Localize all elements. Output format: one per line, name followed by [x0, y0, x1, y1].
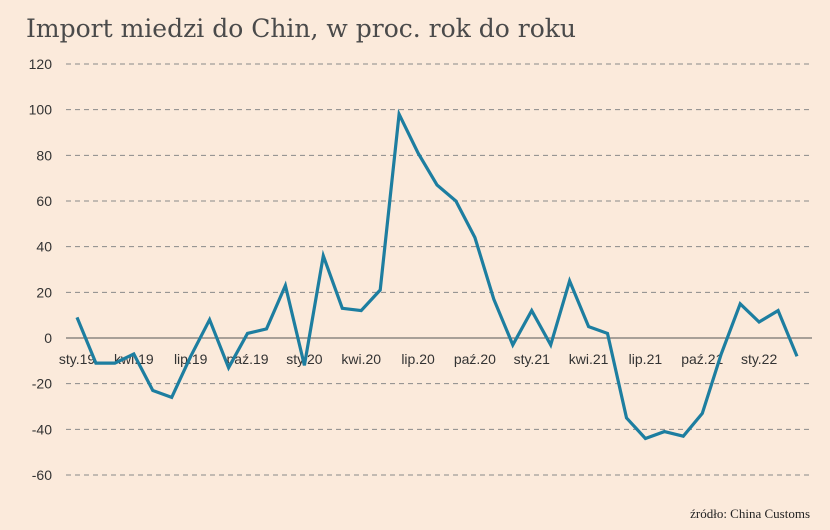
data-point	[511, 343, 515, 347]
x-tick-label: sty.21	[514, 351, 551, 367]
data-point	[681, 434, 685, 438]
data-point	[700, 411, 704, 415]
data-point	[359, 309, 363, 313]
grid-lines	[66, 63, 812, 476]
data-point	[189, 354, 193, 358]
data-point	[378, 288, 382, 292]
x-tick-label: paź.21	[681, 351, 723, 367]
x-tick-label: kwi.19	[114, 351, 154, 367]
data-point	[568, 279, 572, 283]
data-point	[132, 352, 136, 356]
y-tick-label: 120	[29, 56, 53, 72]
x-tick-label: kwi.20	[341, 351, 381, 367]
data-point	[264, 327, 268, 331]
data-point	[738, 302, 742, 306]
chart-title: Import miedzi do Chin, w proc. rok do ro…	[26, 14, 577, 43]
y-tick-label: 20	[36, 284, 52, 300]
x-tick-label: lip.20	[401, 351, 435, 367]
x-tick-label: sty.19	[59, 351, 96, 367]
data-point	[416, 151, 420, 155]
y-tick-label: 40	[36, 239, 52, 255]
y-tick-label: 0	[44, 330, 52, 346]
y-axis-ticks: -60 -40 -20 0 20 40 60 80 100 120	[29, 56, 53, 483]
data-point	[435, 183, 439, 187]
data-point	[397, 112, 401, 116]
data-point	[530, 309, 534, 313]
x-tick-label: kwi.21	[569, 351, 609, 367]
data-point	[776, 309, 780, 313]
data-point	[606, 331, 610, 335]
data-point	[340, 306, 344, 310]
data-point	[208, 318, 212, 322]
series-line	[75, 108, 799, 441]
y-tick-label: -60	[32, 467, 52, 483]
series-layer	[75, 108, 799, 441]
data-point	[795, 354, 799, 358]
data-point	[227, 366, 231, 370]
source-note: źródło: China Customs	[690, 506, 810, 521]
data-point	[170, 395, 174, 399]
data-point	[321, 254, 325, 258]
data-point	[624, 416, 628, 420]
x-tick-label: lip.21	[629, 351, 663, 367]
data-point	[151, 389, 155, 393]
data-point	[757, 320, 761, 324]
data-point	[454, 199, 458, 203]
data-point	[75, 315, 79, 319]
data-point	[719, 352, 723, 356]
y-tick-label: -40	[32, 421, 52, 437]
data-point	[246, 331, 250, 335]
y-tick-label: 100	[29, 102, 53, 118]
data-point	[94, 361, 98, 365]
data-point	[549, 343, 553, 347]
data-point	[492, 297, 496, 301]
y-tick-label: 80	[36, 147, 52, 163]
x-tick-label: sty.22	[741, 351, 778, 367]
data-point	[473, 236, 477, 240]
x-axis-ticks: sty.19 kwi.19 lip.19 paź.19 sty.20 kwi.20 lip.…	[59, 351, 778, 367]
y-tick-label: 60	[36, 193, 52, 209]
data-point	[302, 363, 306, 367]
y-tick-label: -20	[32, 376, 52, 392]
data-point	[587, 325, 591, 329]
data-point	[662, 430, 666, 434]
data-point	[283, 283, 287, 287]
data-point	[643, 436, 647, 440]
data-point	[113, 361, 117, 365]
x-tick-label: paź.20	[454, 351, 496, 367]
